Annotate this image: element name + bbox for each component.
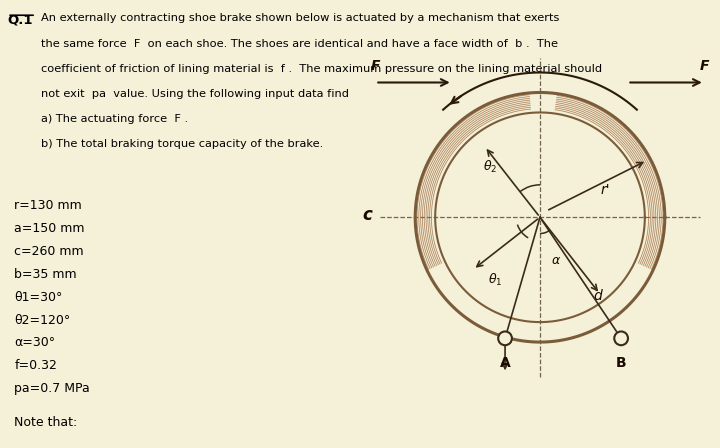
Text: b=35 mm: b=35 mm bbox=[14, 268, 77, 281]
Text: $\alpha$: $\alpha$ bbox=[552, 254, 562, 267]
Text: θ2=120°: θ2=120° bbox=[14, 314, 71, 327]
Text: α=30°: α=30° bbox=[14, 336, 55, 349]
Text: r': r' bbox=[600, 183, 610, 197]
Text: b) The total braking torque capacity of the brake.: b) The total braking torque capacity of … bbox=[42, 139, 324, 149]
Text: F: F bbox=[700, 59, 709, 73]
Text: pa=0.7 MPa: pa=0.7 MPa bbox=[14, 382, 90, 395]
Text: not exit  pa  value. Using the following input data find: not exit pa value. Using the following i… bbox=[42, 89, 349, 99]
Text: An externally contracting shoe brake shown below is actuated by a mechanism that: An externally contracting shoe brake sho… bbox=[42, 13, 559, 23]
Text: c: c bbox=[363, 206, 373, 224]
Text: c=260 mm: c=260 mm bbox=[14, 245, 84, 258]
Text: f=0.32: f=0.32 bbox=[14, 359, 58, 372]
Text: $\theta_1$: $\theta_1$ bbox=[488, 271, 503, 288]
Text: d: d bbox=[593, 289, 602, 303]
Text: θ1=30°: θ1=30° bbox=[14, 291, 63, 304]
Text: a) The actuating force  F .: a) The actuating force F . bbox=[42, 114, 189, 124]
Text: a=150 mm: a=150 mm bbox=[14, 222, 85, 235]
Text: A: A bbox=[500, 356, 510, 370]
Text: coefficient of friction of lining material is  f .  The maximum pressure on the : coefficient of friction of lining materi… bbox=[42, 64, 603, 73]
Text: the same force  F  on each shoe. The shoes are identical and have a face width o: the same force F on each shoe. The shoes… bbox=[42, 39, 559, 48]
Text: B: B bbox=[616, 356, 626, 370]
Text: Note that:: Note that: bbox=[14, 416, 78, 429]
Text: r=130 mm: r=130 mm bbox=[14, 199, 82, 212]
Text: F: F bbox=[371, 59, 380, 73]
Text: Q.1: Q.1 bbox=[7, 13, 32, 26]
Circle shape bbox=[614, 332, 628, 345]
Circle shape bbox=[498, 332, 512, 345]
Text: $\theta_2$: $\theta_2$ bbox=[483, 159, 498, 176]
